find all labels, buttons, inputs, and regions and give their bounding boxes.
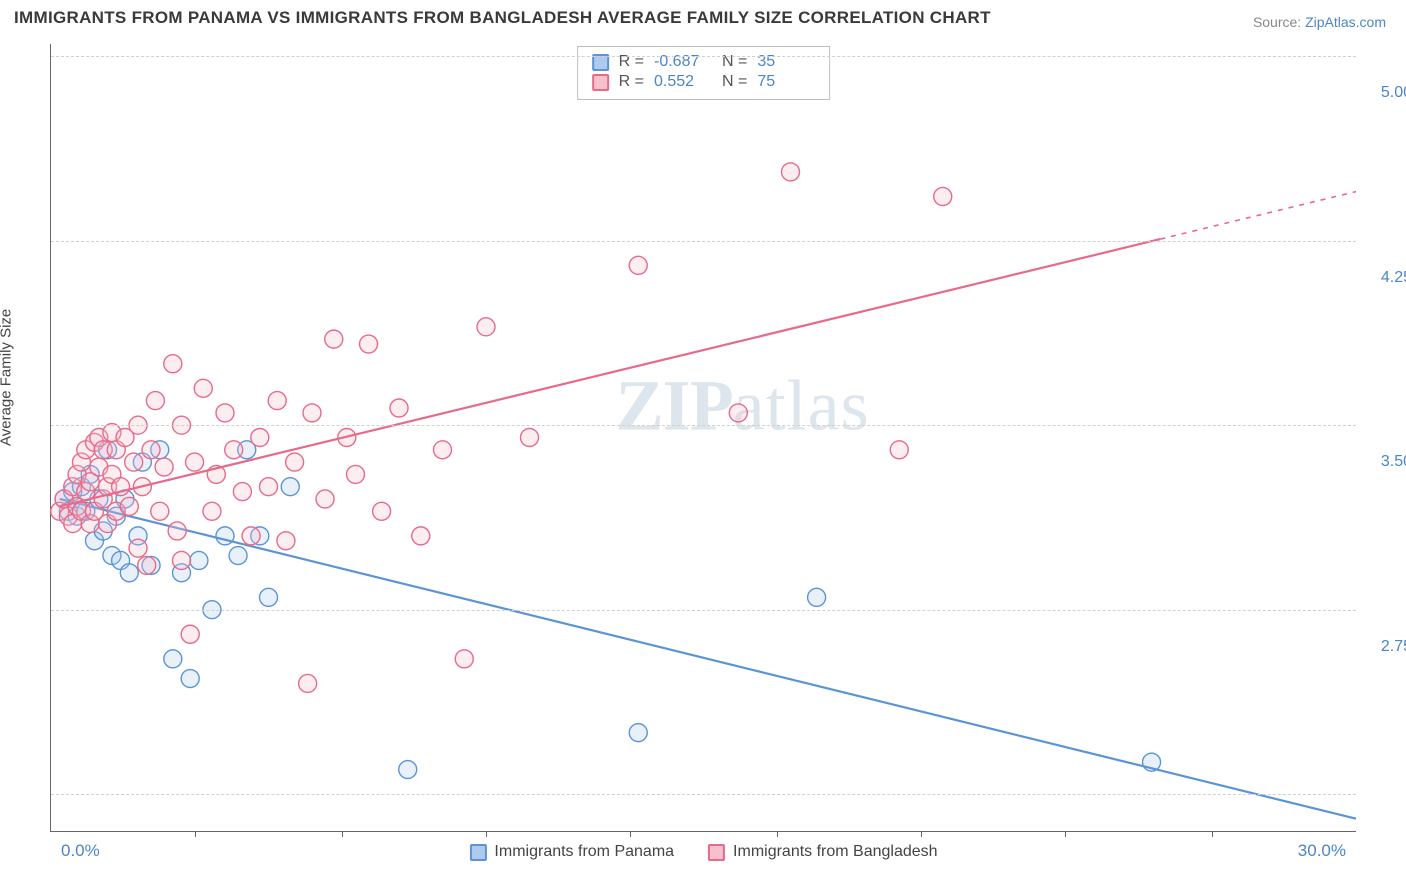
data-point bbox=[268, 392, 286, 410]
data-point bbox=[890, 441, 908, 459]
chart-svg bbox=[51, 44, 1356, 831]
data-point bbox=[164, 650, 182, 668]
legend-item: Immigrants from Panama bbox=[469, 843, 674, 861]
trend-line bbox=[60, 499, 1356, 819]
source-attribution: Source: ZipAtlas.com bbox=[1253, 14, 1386, 30]
data-point bbox=[146, 392, 164, 410]
stats-row: R = 0.552 N = 75 bbox=[592, 73, 816, 91]
stat-n-value: 75 bbox=[757, 73, 815, 91]
data-point bbox=[281, 478, 299, 496]
data-point bbox=[808, 588, 826, 606]
bottom-legend: Immigrants from Panama Immigrants from Ba… bbox=[469, 843, 937, 861]
grid-line bbox=[51, 794, 1356, 795]
data-point bbox=[260, 588, 278, 606]
data-point bbox=[373, 502, 391, 520]
data-point bbox=[412, 527, 430, 545]
trend-line bbox=[60, 239, 1161, 506]
grid-line bbox=[51, 425, 1356, 426]
data-point bbox=[251, 429, 269, 447]
y-tick-label: 2.75 bbox=[1381, 638, 1406, 656]
data-point bbox=[173, 551, 191, 569]
grid-line bbox=[51, 241, 1356, 242]
data-point bbox=[390, 399, 408, 417]
data-point bbox=[299, 674, 317, 692]
data-point bbox=[138, 556, 156, 574]
x-tick bbox=[342, 831, 343, 837]
stat-n-label: N = bbox=[722, 73, 747, 91]
data-point bbox=[229, 547, 247, 565]
y-tick-label: 5.00 bbox=[1381, 84, 1406, 102]
data-point bbox=[629, 724, 647, 742]
source-label: Source: bbox=[1253, 14, 1301, 30]
grid-line bbox=[51, 56, 1356, 57]
x-tick bbox=[486, 831, 487, 837]
x-tick bbox=[630, 831, 631, 837]
data-point bbox=[303, 404, 321, 422]
data-point bbox=[277, 532, 295, 550]
data-point bbox=[347, 465, 365, 483]
legend-label: Immigrants from Panama bbox=[494, 843, 674, 861]
data-point bbox=[168, 522, 186, 540]
data-point bbox=[399, 761, 417, 779]
data-point bbox=[181, 670, 199, 688]
data-point bbox=[260, 478, 278, 496]
data-point bbox=[203, 502, 221, 520]
plot-area: ZIPatlas R =-0.687N =35R =0.552N =75 0.0… bbox=[50, 44, 1356, 832]
data-point bbox=[181, 625, 199, 643]
grid-line bbox=[51, 610, 1356, 611]
stat-r-value: 0.552 bbox=[654, 73, 712, 91]
data-point bbox=[360, 335, 378, 353]
data-point bbox=[434, 441, 452, 459]
data-point bbox=[194, 379, 212, 397]
data-point bbox=[934, 187, 952, 205]
x-axis-max-label: 30.0% bbox=[1298, 841, 1346, 861]
data-point bbox=[186, 453, 204, 471]
data-point bbox=[455, 650, 473, 668]
data-point bbox=[242, 527, 260, 545]
data-point bbox=[129, 539, 147, 557]
legend-item: Immigrants from Bangladesh bbox=[708, 843, 938, 861]
data-point bbox=[286, 453, 304, 471]
x-tick bbox=[1212, 831, 1213, 837]
x-axis-min-label: 0.0% bbox=[61, 841, 100, 861]
x-tick bbox=[921, 831, 922, 837]
series-swatch bbox=[592, 74, 609, 91]
y-tick-label: 3.50 bbox=[1381, 453, 1406, 471]
data-point bbox=[190, 551, 208, 569]
data-point bbox=[216, 404, 234, 422]
data-point bbox=[477, 318, 495, 336]
series-swatch bbox=[469, 844, 486, 861]
data-point bbox=[164, 355, 182, 373]
data-point bbox=[151, 502, 169, 520]
y-tick-label: 4.25 bbox=[1381, 269, 1406, 287]
source-value: ZipAtlas.com bbox=[1305, 14, 1386, 30]
x-tick bbox=[777, 831, 778, 837]
data-point bbox=[629, 256, 647, 274]
stat-r-label: R = bbox=[619, 73, 644, 91]
chart-title: IMMIGRANTS FROM PANAMA VS IMMIGRANTS FRO… bbox=[14, 8, 991, 28]
data-point bbox=[120, 564, 138, 582]
data-point bbox=[120, 497, 138, 515]
y-axis-label: Average Family Size bbox=[0, 309, 15, 446]
data-point bbox=[521, 429, 539, 447]
trend-line-extrapolated bbox=[1160, 192, 1356, 240]
data-point bbox=[225, 441, 243, 459]
series-swatch bbox=[708, 844, 725, 861]
legend-label: Immigrants from Bangladesh bbox=[733, 843, 938, 861]
data-point bbox=[316, 490, 334, 508]
x-tick bbox=[1065, 831, 1066, 837]
data-point bbox=[782, 163, 800, 181]
data-point bbox=[125, 453, 143, 471]
data-point bbox=[325, 330, 343, 348]
data-point bbox=[155, 458, 173, 476]
x-tick bbox=[195, 831, 196, 837]
data-point bbox=[233, 483, 251, 501]
stats-legend-box: R =-0.687N =35R =0.552N =75 bbox=[577, 46, 831, 100]
data-point bbox=[729, 404, 747, 422]
data-point bbox=[142, 441, 160, 459]
